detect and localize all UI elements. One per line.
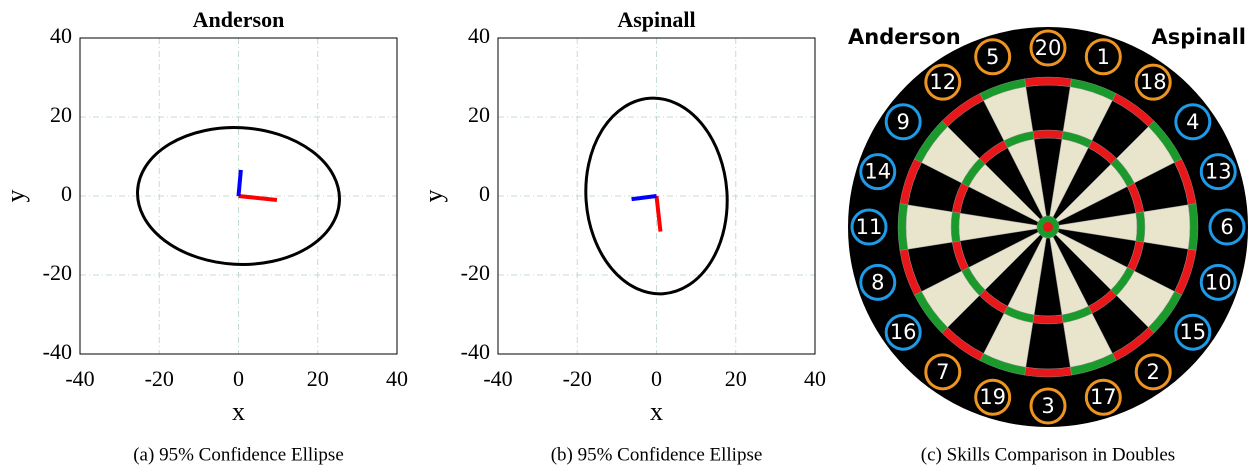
segment-number: 8 [871,270,884,294]
y-tick-label: 40 [50,23,72,48]
y-tick-label: -20 [43,260,72,285]
principal-axis [236,169,243,197]
legend-label: Anderson [848,25,961,49]
segment-number: 20 [1035,36,1062,60]
number-ring [924,353,962,391]
number-ring [1208,208,1246,246]
principal-axis [631,194,657,202]
segment-number: 13 [1205,160,1232,184]
number-ring [1029,387,1067,425]
segment-number: 19 [979,385,1006,409]
plot-frame [79,37,398,355]
plot-frame [497,37,816,355]
y-tick-label: -40 [461,339,490,364]
segment-number: 12 [929,70,956,94]
number-ring [1029,29,1067,67]
segment-number: 3 [1041,394,1054,418]
segment-number: 11 [856,215,883,239]
x-tick-label: 20 [307,366,329,391]
segment-number: 1 [1097,45,1110,69]
number-ring [859,263,897,301]
y-tick-label: 40 [468,23,490,48]
number-ring [1174,103,1212,141]
segment-number: 16 [890,320,917,344]
chart-title: Anderson [193,7,285,32]
segment-number: 4 [1186,110,1199,134]
segment-number: 7 [936,360,949,384]
segment-number: 15 [1179,320,1206,344]
caption: (c) Skills Comparison in Doubles [921,444,1175,465]
number-ring [1134,353,1172,391]
number-ring [1199,153,1237,191]
principal-axis [654,195,663,232]
confidence-ellipse [584,96,729,296]
y-tick-label: 0 [479,181,490,206]
x-axis-label: x [232,397,245,426]
x-tick-label: 0 [233,366,244,391]
segment-number: 9 [896,110,909,134]
x-tick-label: -20 [145,366,174,391]
number-ring [974,38,1012,76]
inner-bull [1043,222,1053,232]
number-ring [974,378,1012,416]
board-segment [1032,129,1064,140]
number-ring [924,63,962,101]
board-segment [1025,84,1071,132]
segment-number: 17 [1090,385,1117,409]
caption: (a) 95% Confidence Ellipse [133,444,344,465]
segment-number: 5 [986,45,999,69]
segment-number: 6 [1220,215,1233,239]
x-tick-label: 20 [725,366,747,391]
board-segment [950,211,961,243]
caption: (b) 95% Confidence Ellipse [551,444,763,465]
y-tick-label: 20 [468,102,490,127]
number-ring [1134,63,1172,101]
x-tick-label: -40 [483,366,512,391]
board-segment [1025,322,1071,370]
number-ring [884,313,922,351]
number-ring [1199,263,1237,301]
x-tick-label: 40 [804,366,826,391]
number-ring [1084,38,1122,76]
x-tick-label: -40 [65,366,94,391]
board-segment [979,78,1027,101]
x-tick-label: 0 [651,366,662,391]
y-tick-label: 20 [50,102,72,127]
board-segment [1143,204,1191,250]
number-ring [859,153,897,191]
segment-number: 18 [1140,70,1167,94]
board-segment [1135,211,1146,243]
segment-number: 10 [1205,270,1232,294]
segment-number: 2 [1147,360,1160,384]
x-tick-label: 40 [386,366,408,391]
board-segment [1032,314,1064,325]
x-axis-label: x [650,397,663,426]
y-tick-label: -40 [43,339,72,364]
number-ring [850,208,888,246]
segment-number: 14 [864,160,891,184]
y-tick-label: -20 [461,260,490,285]
y-tick-label: 0 [61,181,72,206]
legend-label: Aspinall [1152,25,1247,49]
number-ring [1084,378,1122,416]
y-axis-label: y [1,190,30,203]
chart-title: Aspinall [617,7,695,32]
board-segment [905,204,953,250]
number-ring [884,103,922,141]
confidence-ellipse [136,126,341,266]
number-ring [1174,313,1212,351]
x-tick-label: -20 [563,366,592,391]
principal-axis [238,194,278,202]
y-axis-label: y [419,190,448,203]
